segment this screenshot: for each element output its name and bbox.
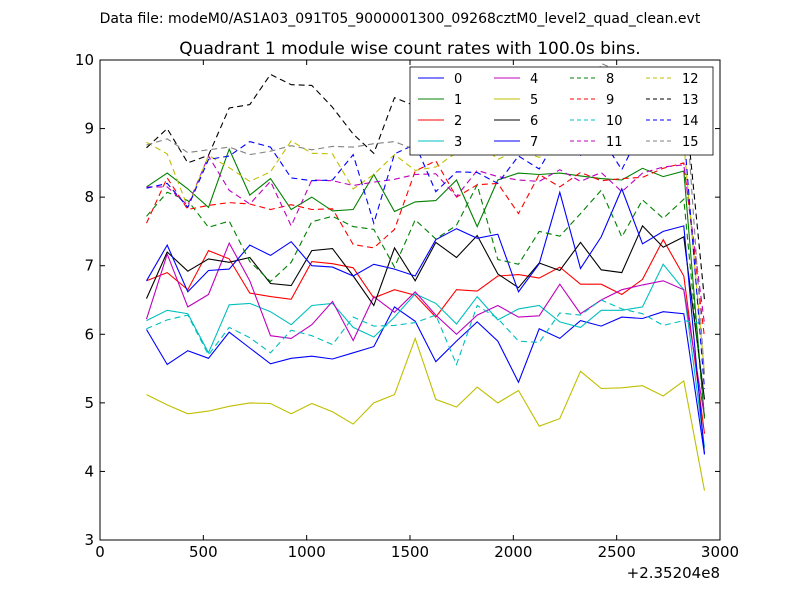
series-line-0 (146, 306, 706, 455)
y-tick-label: 6 (84, 325, 94, 343)
y-tick-label: 3 (84, 531, 94, 549)
series-line-2 (146, 238, 706, 434)
legend-label-0: 0 (454, 72, 462, 87)
series-line-10 (146, 299, 705, 367)
legend-label-15: 15 (682, 135, 699, 150)
legend-label-9: 9 (606, 93, 614, 108)
legend-label-2: 2 (454, 114, 462, 129)
legend-label-6: 6 (530, 114, 538, 129)
legend-label-1: 1 (454, 93, 462, 108)
data-file-label: Data file: modeM0/AS1A03_091T05_90000013… (100, 11, 701, 27)
x-tick-label: 2000 (494, 543, 532, 561)
x-axis-offset-label: +2.35204e8 (627, 564, 720, 582)
x-tick-label: 3000 (701, 543, 739, 561)
legend-label-10: 10 (606, 114, 623, 129)
legend-label-7: 7 (530, 135, 538, 150)
x-tick-label: 0 (95, 543, 105, 561)
x-tick-label: 500 (189, 543, 218, 561)
series-line-8 (146, 183, 706, 417)
legend-label-13: 13 (682, 93, 699, 108)
x-tick-label: 1500 (391, 543, 429, 561)
y-tick-label: 4 (84, 462, 94, 480)
legend-label-12: 12 (682, 72, 699, 87)
series-line-4 (145, 241, 706, 417)
series-line-3 (146, 263, 706, 448)
y-tick-label: 8 (84, 188, 94, 206)
legend-label-3: 3 (454, 135, 462, 150)
chart-title: Quadrant 1 module wise count rates with … (179, 39, 640, 59)
y-tick-label: 5 (84, 394, 94, 412)
series-line-11 (146, 154, 706, 325)
x-tick-label: 1000 (288, 543, 326, 561)
legend-label-14: 14 (682, 114, 699, 129)
x-tick-label: 2500 (598, 543, 636, 561)
legend-label-8: 8 (606, 72, 614, 87)
series-line-1 (146, 147, 706, 419)
series-line-9 (145, 160, 706, 338)
series-line-5 (146, 336, 706, 491)
legend-label-11: 11 (606, 135, 623, 150)
y-tick-label: 7 (84, 257, 94, 275)
legend-box (409, 66, 714, 156)
y-tick-label: 9 (84, 120, 94, 138)
legend-label-5: 5 (530, 93, 538, 108)
series-line-6 (145, 224, 706, 400)
legend-label-4: 4 (530, 72, 538, 87)
y-tick-label: 10 (75, 51, 94, 69)
